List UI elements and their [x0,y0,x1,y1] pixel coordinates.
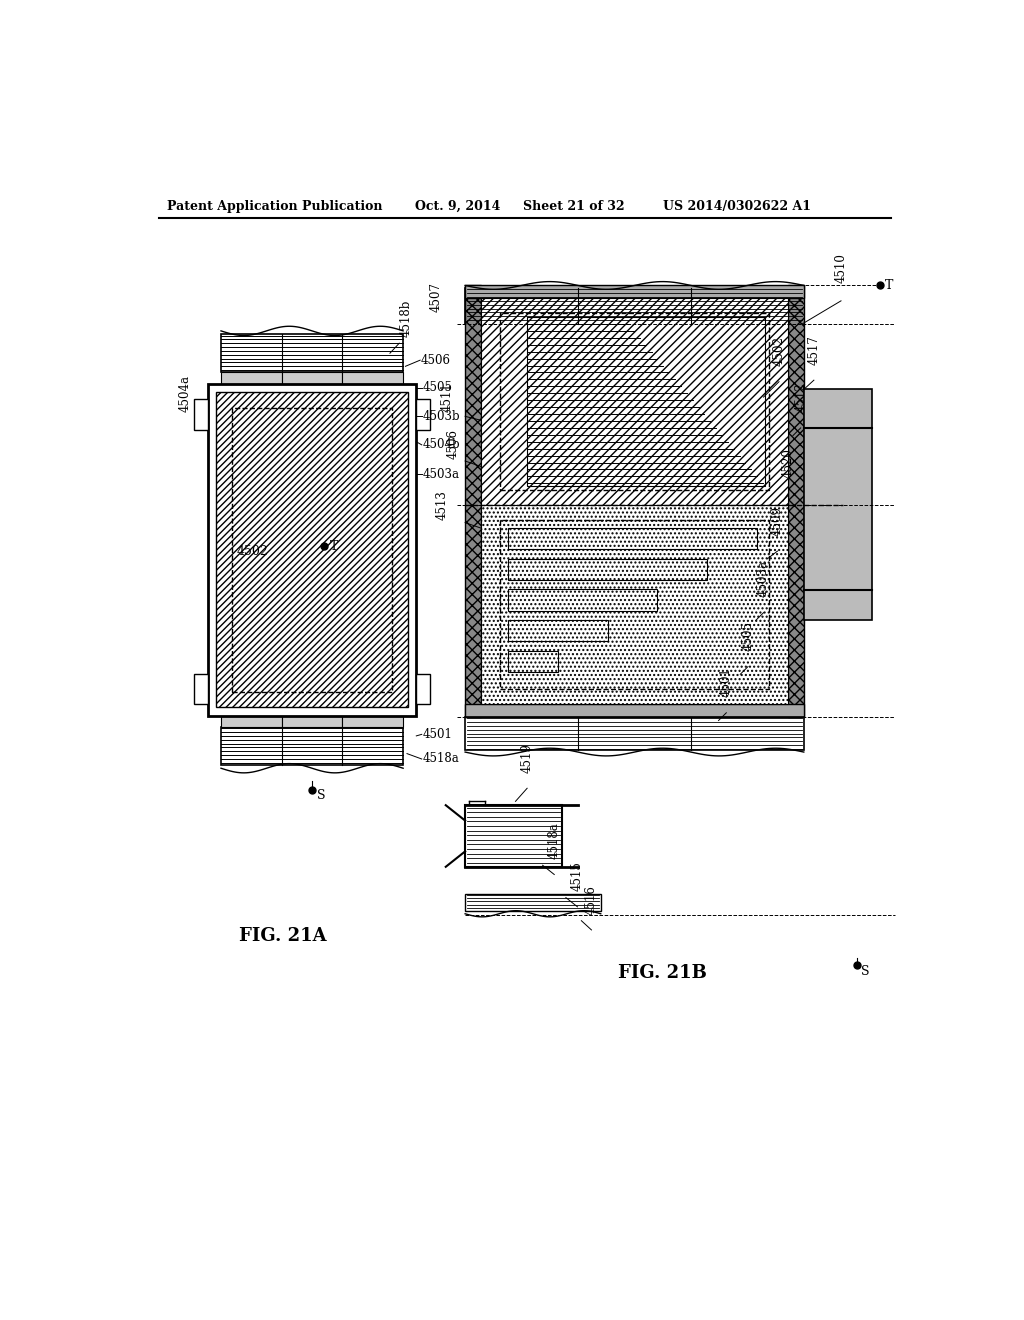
Bar [208,384,417,715]
Bar [417,400,430,430]
Bar [221,726,403,766]
Text: 4505: 4505 [423,381,453,395]
Text: 4503b: 4503b [423,409,460,422]
Bar [282,372,342,384]
Text: 4520: 4520 [781,447,795,478]
Text: 4502: 4502 [772,337,785,367]
Bar [221,334,403,372]
Text: Oct. 9, 2014: Oct. 9, 2014 [415,199,500,213]
Bar [194,400,208,430]
Text: 4518b: 4518b [399,300,413,337]
Bar [500,520,769,689]
Text: 4509: 4509 [771,506,784,536]
Text: Sheet 21 of 32: Sheet 21 of 32 [523,199,625,213]
Text: 4515: 4515 [571,862,584,891]
Text: 4518a: 4518a [548,822,561,859]
Text: 4507: 4507 [429,282,442,313]
Bar [508,589,657,611]
Bar [465,894,601,911]
Text: 4513: 4513 [435,491,449,520]
Bar [465,805,562,867]
Text: 4517: 4517 [807,335,820,364]
Text: 4512: 4512 [795,383,807,412]
Text: 4519: 4519 [520,743,534,774]
Bar [342,715,403,726]
Text: T: T [885,279,893,292]
Text: 4504a: 4504a [178,375,191,412]
Text: 4506: 4506 [421,354,451,367]
Text: 4503a: 4503a [757,560,770,598]
Text: S: S [317,789,326,803]
Bar [508,651,558,672]
Bar [527,317,765,486]
Text: US 2014/0302622 A1: US 2014/0302622 A1 [663,199,811,213]
Bar [221,715,282,726]
Text: 4518a: 4518a [423,752,459,766]
Bar [465,285,804,298]
Bar [194,673,208,705]
Text: 4501: 4501 [423,727,453,741]
Text: 4506: 4506 [447,429,460,459]
Bar [465,288,804,323]
Text: 4516: 4516 [585,884,598,915]
Bar [500,313,769,490]
Text: 4502: 4502 [237,545,268,557]
Text: S: S [861,965,869,978]
Bar [342,372,403,384]
Text: Patent Application Publication: Patent Application Publication [167,199,382,213]
Bar [480,506,788,705]
Bar [508,528,758,549]
Bar [508,620,607,642]
Bar [508,558,708,579]
Bar [465,285,480,717]
Bar [221,372,282,384]
Text: 4504b: 4504b [423,438,460,451]
Bar [417,673,430,705]
Bar [282,715,342,726]
Bar [804,389,872,620]
Bar [480,298,788,506]
Bar [216,392,408,708]
Bar [788,285,804,717]
Text: 4511: 4511 [440,383,454,412]
Bar [465,705,804,717]
Text: 4510: 4510 [835,253,848,284]
Bar [231,408,392,692]
Bar [465,717,804,750]
Text: T: T [330,540,338,553]
Text: 4505: 4505 [741,622,755,651]
Text: 4503a: 4503a [423,467,460,480]
Text: FIG. 21A: FIG. 21A [240,927,327,945]
Text: FIG. 21B: FIG. 21B [618,964,708,982]
Text: 4501: 4501 [720,668,733,697]
